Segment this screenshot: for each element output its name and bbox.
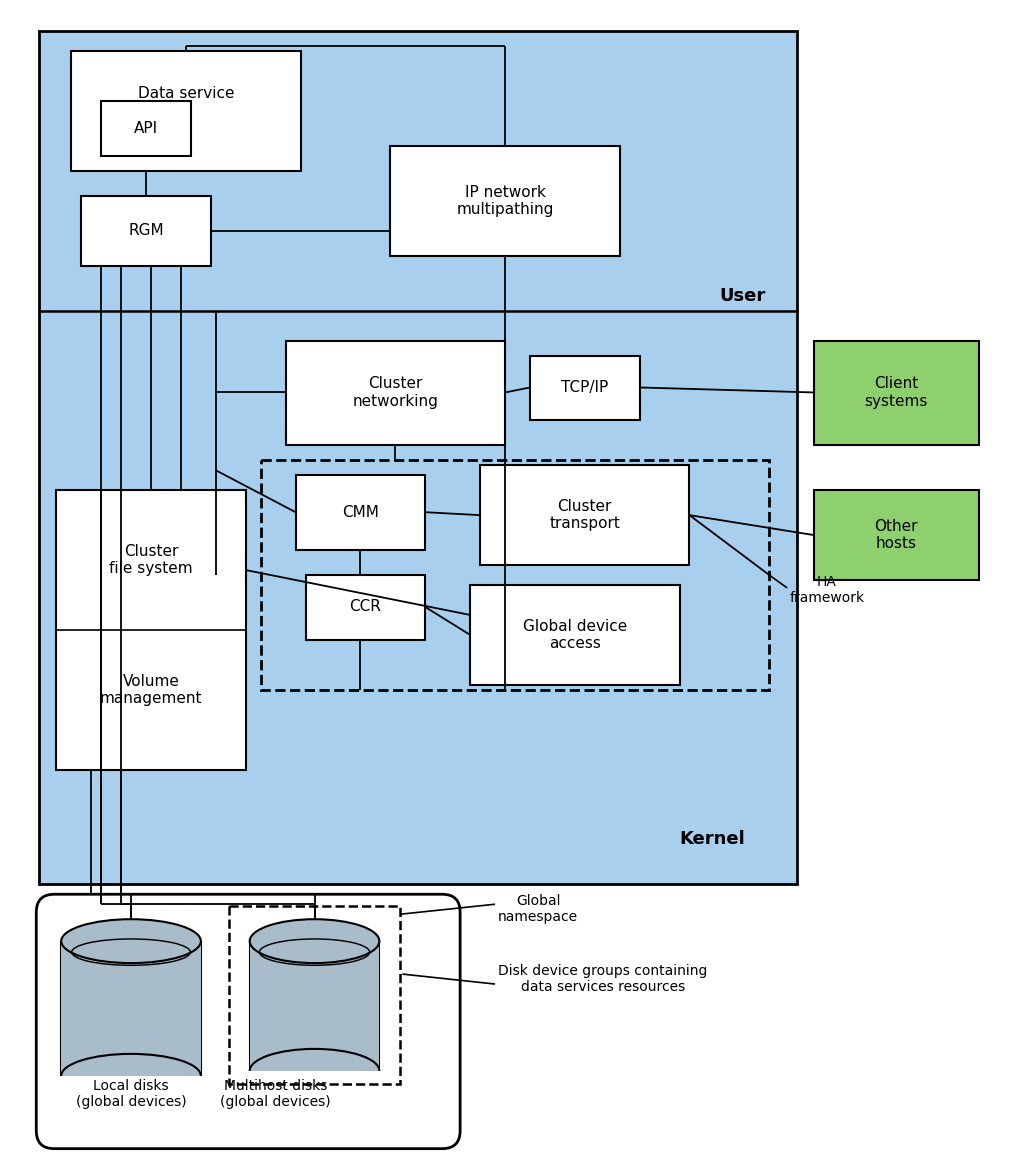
Bar: [261, 460, 770, 690]
Text: Multihost disks
(global devices): Multihost disks (global devices): [220, 1079, 331, 1109]
Text: Other
hosts: Other hosts: [874, 519, 918, 551]
Text: IP network
multipathing: IP network multipathing: [456, 185, 554, 218]
Bar: [56, 490, 245, 770]
Text: Cluster
file system: Cluster file system: [110, 544, 193, 577]
Text: Volume
management: Volume management: [99, 674, 202, 706]
Ellipse shape: [249, 920, 379, 963]
Text: TCP/IP: TCP/IP: [561, 380, 608, 395]
Ellipse shape: [61, 920, 201, 963]
Text: CCR: CCR: [350, 599, 381, 614]
Text: Cluster
networking: Cluster networking: [353, 377, 438, 408]
Bar: [40, 32, 797, 885]
Text: Local disks
(global devices): Local disks (global devices): [76, 1079, 187, 1109]
Text: API: API: [134, 121, 158, 136]
Bar: [305, 574, 425, 640]
Text: CMM: CMM: [342, 504, 379, 519]
Bar: [390, 146, 620, 256]
Bar: [286, 340, 505, 446]
Bar: [229, 907, 401, 1083]
FancyBboxPatch shape: [37, 894, 460, 1149]
Bar: [101, 101, 191, 156]
Text: Global
namespace: Global namespace: [498, 894, 578, 924]
Bar: [249, 941, 379, 1071]
Text: Cluster
transport: Cluster transport: [550, 498, 621, 531]
Text: HA
framework: HA framework: [789, 574, 864, 605]
Bar: [61, 941, 201, 1076]
Bar: [81, 195, 211, 266]
Bar: [71, 51, 300, 171]
Bar: [814, 490, 979, 580]
Text: Kernel: Kernel: [679, 831, 745, 848]
Bar: [480, 466, 690, 565]
Text: RGM: RGM: [128, 223, 164, 239]
Text: Data service: Data service: [138, 85, 234, 101]
Bar: [814, 340, 979, 446]
Bar: [530, 356, 640, 420]
Text: Client
systems: Client systems: [864, 377, 928, 408]
Text: Global device
access: Global device access: [522, 619, 627, 651]
Text: User: User: [719, 287, 766, 304]
Bar: [470, 585, 679, 684]
Text: Disk device groups containing
data services resources: Disk device groups containing data servi…: [498, 964, 708, 994]
Bar: [295, 475, 425, 550]
